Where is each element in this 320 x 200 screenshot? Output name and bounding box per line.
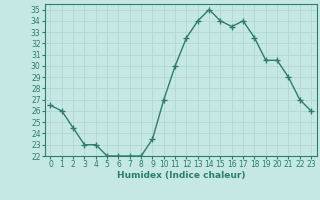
X-axis label: Humidex (Indice chaleur): Humidex (Indice chaleur) <box>116 171 245 180</box>
